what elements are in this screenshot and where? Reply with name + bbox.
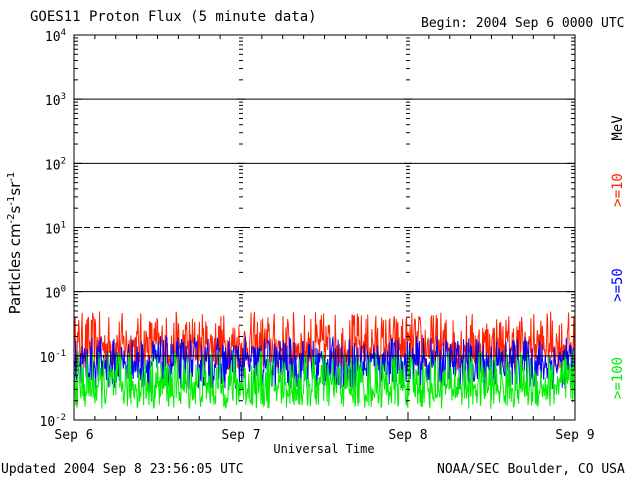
legend-series-0: >=10	[610, 173, 626, 207]
x-tick-label-2: Sep 8	[388, 428, 427, 443]
plot-frame	[73, 34, 576, 421]
noaa-credit: NOAA/SEC Boulder, CO USA	[437, 462, 625, 477]
legend: MeV >=10 >=50 >=100	[610, 115, 626, 399]
legend-unit-mev: MeV	[610, 115, 626, 141]
y-axis-label-particles: Particles cm	[6, 223, 24, 314]
x-axis-label: Universal Time	[273, 442, 374, 456]
legend-series-2: >=100	[610, 357, 626, 399]
y-tick-labels: 10-2 10-1 100 101 102 103 104	[40, 28, 67, 430]
x-tick-label-3: Sep 9	[555, 428, 594, 443]
begin-time-label: Begin: 2004 Sep 6 0000 UTC	[421, 16, 625, 31]
y-axis-label-sr: sr	[6, 181, 24, 196]
chart-title: GOES11 Proton Flux (5 minute data)	[30, 9, 317, 25]
y-tick-label-0: 10-2	[40, 413, 67, 430]
y-axis-label-exp2: -1	[6, 196, 17, 206]
updated-timestamp: Updated 2004 Sep 8 23:56:05 UTC	[1, 462, 244, 477]
x-tick-label-1: Sep 7	[221, 428, 260, 443]
y-axis-label-exp3: -1	[6, 172, 17, 182]
legend-series-1: >=50	[610, 268, 626, 302]
y-axis-label-exp1: -2	[6, 213, 17, 223]
y-axis-label: Particles cm-2s-1sr-1	[6, 172, 24, 315]
series-line-2	[73, 350, 576, 410]
x-tick-label-0: Sep 6	[54, 428, 93, 443]
y-tick-label-4: 102	[45, 156, 66, 173]
y-tick-label-6: 104	[45, 28, 66, 45]
y-tick-label-1: 10-1	[40, 349, 67, 366]
y-axis-label-s: s	[6, 205, 24, 213]
x-tick-labels: Sep 6 Sep 7 Sep 8 Sep 9	[54, 428, 594, 443]
y-tick-label-2: 100	[45, 285, 66, 302]
y-tick-label-5: 103	[45, 92, 66, 109]
y-tick-label-3: 101	[45, 221, 66, 238]
series-layer	[73, 311, 576, 410]
